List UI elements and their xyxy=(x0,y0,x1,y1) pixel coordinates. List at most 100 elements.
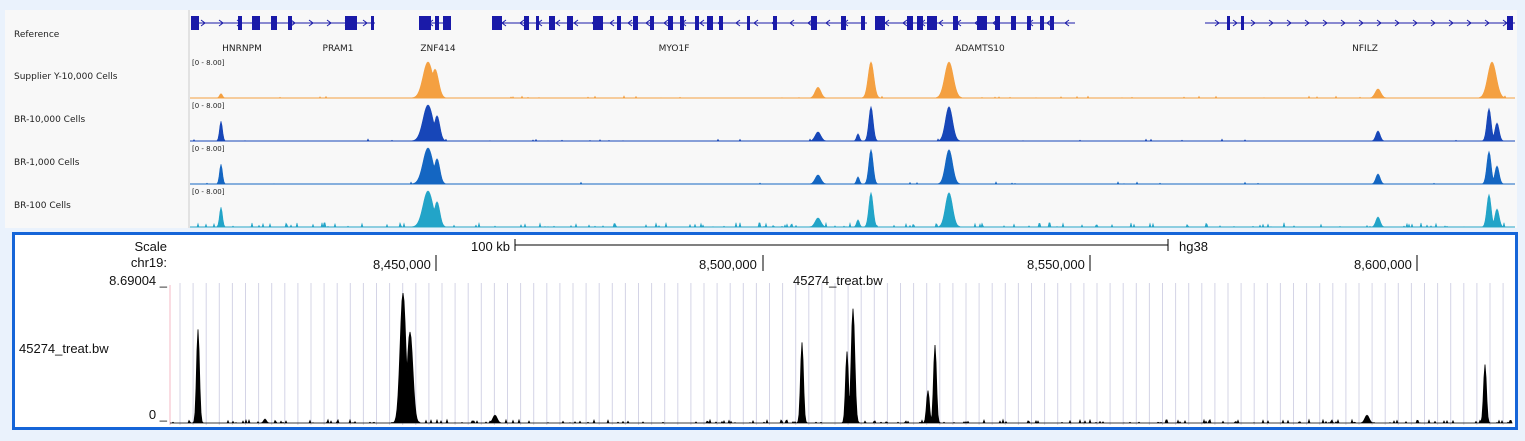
exon-block xyxy=(747,16,750,30)
strand-arrow xyxy=(699,19,705,27)
strand-arrow xyxy=(200,19,206,27)
assembly-label: hg38 xyxy=(1179,239,1208,254)
exon-block xyxy=(811,16,817,30)
strand-arrow xyxy=(555,19,561,27)
chromosome-label: chr19: xyxy=(130,255,167,270)
track-label-br-1000: BR-1,000 Cells xyxy=(14,158,80,168)
strand-arrow xyxy=(1466,19,1472,27)
gene-label-pram1: PRAM1 xyxy=(323,44,354,54)
strand-arrow xyxy=(218,19,224,27)
exon-block xyxy=(917,16,923,30)
gene-label-adamts10: ADAMTS10 xyxy=(955,44,1005,54)
exon-block xyxy=(593,16,603,30)
ucsc-canvas xyxy=(169,239,1513,425)
exon-block xyxy=(1507,16,1513,30)
gene-label-myo1f: MYO1F xyxy=(659,44,690,54)
strand-arrow xyxy=(627,19,633,27)
gene-model-0 xyxy=(191,16,375,30)
ucsc-browser-panel: Scale chr19: 8.69004 _ 45274_treat.bw 0 … xyxy=(12,232,1518,430)
exon-block xyxy=(977,16,987,30)
exon-block xyxy=(1241,16,1244,30)
strand-arrow xyxy=(1358,19,1364,27)
scale-label: Scale xyxy=(134,239,167,254)
exon-block xyxy=(549,16,555,30)
exon-block xyxy=(650,16,654,30)
exon-block xyxy=(524,16,529,30)
bigwig-signal xyxy=(170,292,1513,424)
exon-block xyxy=(191,16,199,30)
strand-arrow xyxy=(645,19,651,27)
exon-block xyxy=(617,16,621,30)
scale-bar-text: 100 kb xyxy=(471,239,511,254)
exon-block xyxy=(492,16,502,30)
igv-track-panel: HNRNPM PRAM1 ZNF414 MYO1F ADAMTS10 NFILZ [0 - … xyxy=(5,10,1517,228)
strand-arrow xyxy=(1214,19,1220,27)
strand-arrow xyxy=(1232,19,1238,27)
tick-label-8500000: 8,500,000 xyxy=(699,257,757,272)
signal-track-0: [0 - 8.00] xyxy=(190,59,1515,99)
strand-arrow xyxy=(735,19,741,27)
strand-arrow xyxy=(902,19,908,27)
track-range-label: [0 - 8.00] xyxy=(192,188,225,196)
strand-arrow xyxy=(609,19,615,27)
exon-block xyxy=(371,16,374,30)
strand-arrow xyxy=(1394,19,1400,27)
track-range-label: [0 - 8.00] xyxy=(192,102,225,110)
strand-arrow xyxy=(1250,19,1256,27)
exon-block xyxy=(1011,16,1016,30)
strand-arrow xyxy=(825,19,831,27)
exon-block xyxy=(861,16,865,30)
strand-arrow xyxy=(519,19,525,27)
track-range-label: [0 - 8.00] xyxy=(192,145,225,153)
gene-model-1 xyxy=(419,16,451,30)
track-signal xyxy=(190,147,1515,185)
strand-arrow xyxy=(1430,19,1436,27)
tick-label-8550000: 8,550,000 xyxy=(1027,257,1085,272)
exon-block xyxy=(875,16,885,30)
strand-arrow xyxy=(326,19,332,27)
exon-block xyxy=(271,16,277,30)
track-range-label: [0 - 8.00] xyxy=(192,59,225,67)
track-title: 45274_treat.bw xyxy=(793,273,883,288)
strand-arrow xyxy=(1448,19,1454,27)
exon-block xyxy=(345,16,357,30)
exon-block xyxy=(567,16,573,30)
exon-block xyxy=(633,16,638,30)
track-label-supplier-y: Supplier Y-10,000 Cells xyxy=(14,72,118,82)
strand-arrow xyxy=(1484,19,1490,27)
exon-block xyxy=(1027,16,1031,30)
strand-arrow xyxy=(1376,19,1382,27)
exon-block xyxy=(773,16,777,30)
track-signal xyxy=(190,61,1515,99)
gene-label-nfilz: NFILZ xyxy=(1352,44,1378,54)
exon-block xyxy=(435,16,439,30)
strand-arrow xyxy=(1064,19,1070,27)
track-signal xyxy=(190,104,1515,142)
exon-block xyxy=(252,16,260,30)
gene-model-2 xyxy=(492,16,867,30)
track-signal xyxy=(190,190,1515,228)
strand-arrow xyxy=(1286,19,1292,27)
exon-block xyxy=(719,16,723,30)
exon-block xyxy=(907,16,913,30)
exon-block xyxy=(707,16,713,30)
strand-arrow xyxy=(362,19,368,27)
exon-block xyxy=(536,16,539,30)
tick-label-8600000: 8,600,000 xyxy=(1354,257,1412,272)
gene-model-4 xyxy=(1205,16,1515,30)
gene-label-hnrnpm: HNRNPM xyxy=(222,44,262,54)
exon-block xyxy=(443,16,451,30)
tick-label-8450000: 8,450,000 xyxy=(373,257,431,272)
signal-track-3: [0 - 8.00] xyxy=(190,188,1515,228)
gene-label-znf414: ZNF414 xyxy=(420,44,456,54)
exon-block xyxy=(995,16,1000,30)
exon-block xyxy=(695,16,699,30)
exon-block xyxy=(238,16,242,30)
exon-block xyxy=(953,16,958,30)
track-name-label[interactable]: 45274_treat.bw xyxy=(19,341,109,356)
strand-arrow xyxy=(753,19,759,27)
gene-model-3 xyxy=(875,16,1075,30)
exon-block xyxy=(419,16,431,30)
signal-track-2: [0 - 8.00] xyxy=(190,145,1515,185)
strand-arrow xyxy=(789,19,795,27)
